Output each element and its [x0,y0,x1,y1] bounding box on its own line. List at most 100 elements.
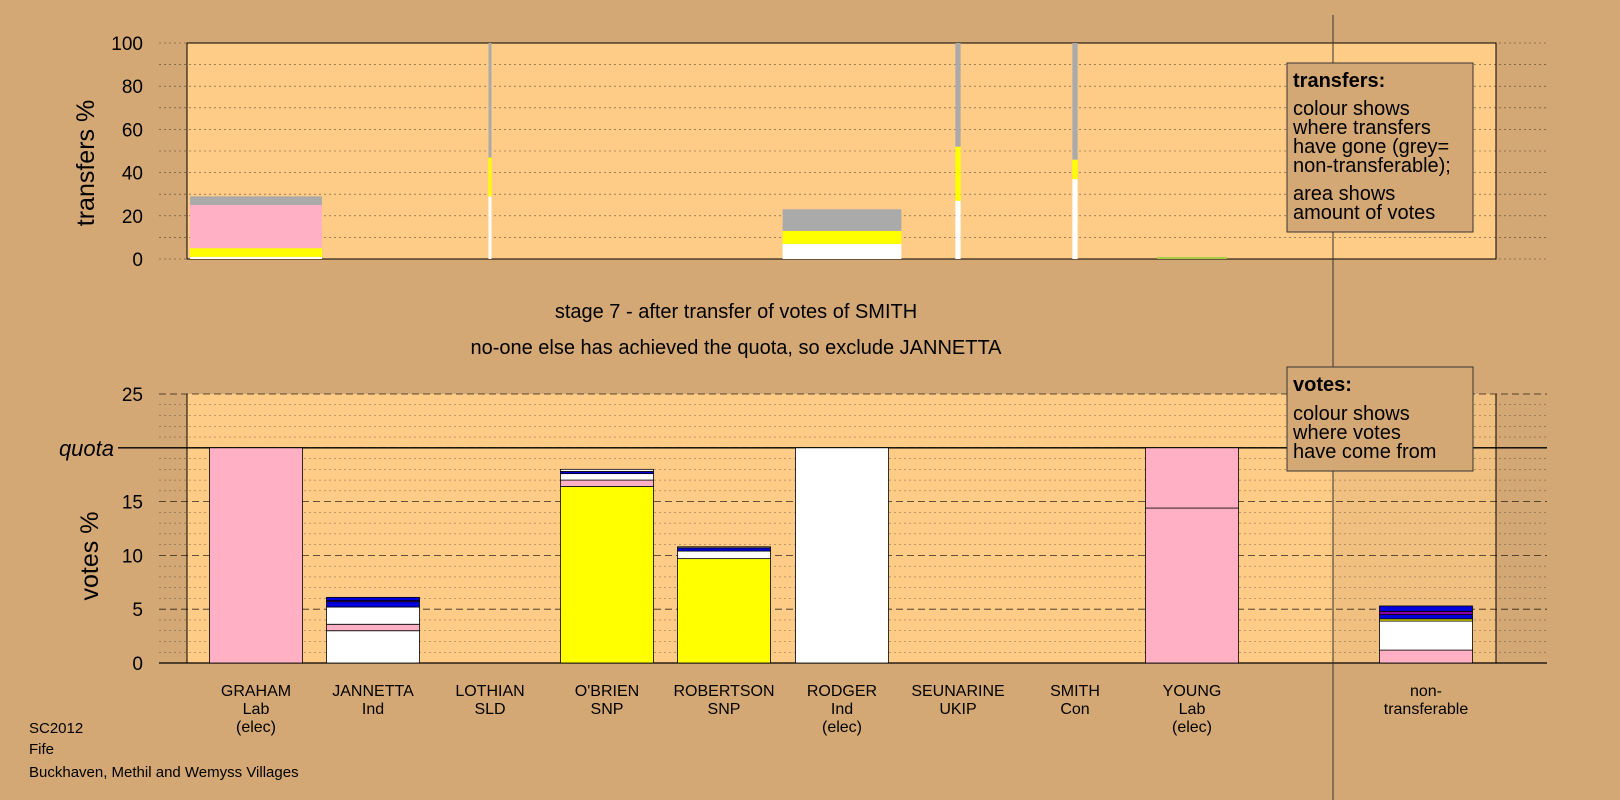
candidate-labels: GRAHAMLab(elec)JANNETTAIndLOTHIANSLDO'BR… [221,683,1468,736]
vote-segment [1379,620,1473,651]
transfer-segment [955,200,961,259]
vote-segment [326,606,420,625]
candidate-party: transferable [1384,701,1469,718]
candidate-name: RODGER [807,683,877,700]
votes-legend-line: colour shows [1293,403,1410,425]
candidate-name: ROBERTSON [673,683,774,700]
transfer-segment [782,246,902,259]
votes-tick-label: 0 [132,654,143,675]
candidate-party: Con [1060,701,1089,718]
transfer-segment [1072,43,1078,160]
vote-segment [1379,614,1473,620]
vote-segment [326,596,420,601]
candidate-party: SNP [591,701,624,718]
vote-segment [1379,605,1473,612]
vote-segment [1379,649,1473,664]
transfers-legend-line: non-transferable); [1293,155,1451,177]
vote-segment [677,558,771,664]
vote-segment [677,546,771,549]
vote-segment [677,547,771,552]
transfers-tick-label: 40 [122,164,143,185]
transfer-segment [190,256,322,259]
vote-segment [1379,610,1473,615]
transfers-legend: transfers: colour shows where transfers … [1286,62,1474,233]
transfers-legend-heading: transfers: [1293,70,1385,92]
transfers-legend-line: where transfers [1292,117,1431,139]
footer-ward: Buckhaven, Methil and Wemyss Villages [29,764,299,781]
votes-legend-line: have come from [1293,441,1436,463]
candidate-status: (elec) [822,719,862,736]
transfer-segment [488,43,492,158]
candidate-name: LOTHIAN [455,683,524,700]
transfers-y-ticks: 0 20 40 60 80 100 [111,34,143,271]
votes-tick-label: 5 [132,600,143,621]
candidate-name: non- [1410,683,1442,700]
transfer-segment [488,196,492,259]
transfers-tick-label: 100 [111,34,143,55]
candidate-party: Lab [243,701,270,718]
transfer-segment [782,209,902,231]
candidate-status: (elec) [1172,719,1212,736]
candidate-party: SLD [474,701,505,718]
transfers-legend-line: have gone (grey= [1293,136,1449,158]
transfer-segment [955,43,961,147]
stage-note: no-one else has achieved the quota, so e… [470,337,1002,359]
transfer-segment [955,146,961,201]
candidate-name: YOUNG [1163,683,1222,700]
transfer-segment [782,230,902,244]
candidate-name: SMITH [1050,683,1100,700]
transfers-legend-line: amount of votes [1293,202,1435,224]
transfer-segment [782,243,902,247]
votes-legend: votes: colour shows where votes have com… [1286,366,1474,472]
candidate-status: (elec) [236,719,276,736]
candidate-party: Lab [1179,701,1206,718]
candidate-name: O'BRIEN [575,683,639,700]
candidate-name: JANNETTA [332,683,414,700]
votes-bars [209,447,1473,664]
transfer-segment [190,196,322,205]
votes-y-ticks: 0 5 10 15 25 [122,385,143,675]
vote-segment [560,486,654,664]
votes-legend-heading: votes: [1293,374,1352,396]
stage-title: stage 7 - after transfer of votes of SMI… [555,301,917,323]
candidate-name: SEUNARINE [911,683,1004,700]
vote-segment [209,447,303,664]
transfers-tick-label: 80 [122,77,143,98]
quota-label: quota [59,436,114,461]
vote-segment [326,601,420,608]
transfer-segment [488,157,492,197]
vote-segment [326,623,420,632]
vote-segment [560,479,654,487]
transfers-axis-title: transfers % [72,100,100,226]
transfers-legend-line: area shows [1293,183,1395,205]
transfers-legend-line: colour shows [1293,98,1410,120]
transfers-bars [190,43,1227,259]
votes-tick-label: 25 [122,385,143,406]
vote-segment [326,630,420,664]
candidate-party: Ind [831,701,853,718]
transfer-segment [190,205,322,249]
vote-segment [560,468,654,472]
votes-axis-title: votes % [76,512,104,601]
transfer-segment [190,248,322,257]
candidate-party: Ind [362,701,384,718]
candidate-party: UKIP [939,701,976,718]
votes-tick-label: 15 [122,493,143,514]
candidate-party: SNP [708,701,741,718]
vote-segment [795,447,889,664]
vote-segment [1145,507,1239,664]
transfers-tick-label: 20 [122,207,143,228]
transfer-segment [1072,159,1078,180]
footer-election: SC2012 [29,720,83,737]
votes-legend-line: where votes [1292,422,1401,444]
vote-segment [677,550,771,560]
candidate-name: GRAHAM [221,683,291,700]
transfer-segment [1072,179,1078,259]
transfers-tick-label: 0 [132,250,143,271]
transfers-tick-label: 60 [122,120,143,141]
votes-tick-label: 10 [122,546,143,567]
footer-council: Fife [29,741,54,758]
vote-segment [560,473,654,481]
vote-segment [1145,447,1239,509]
